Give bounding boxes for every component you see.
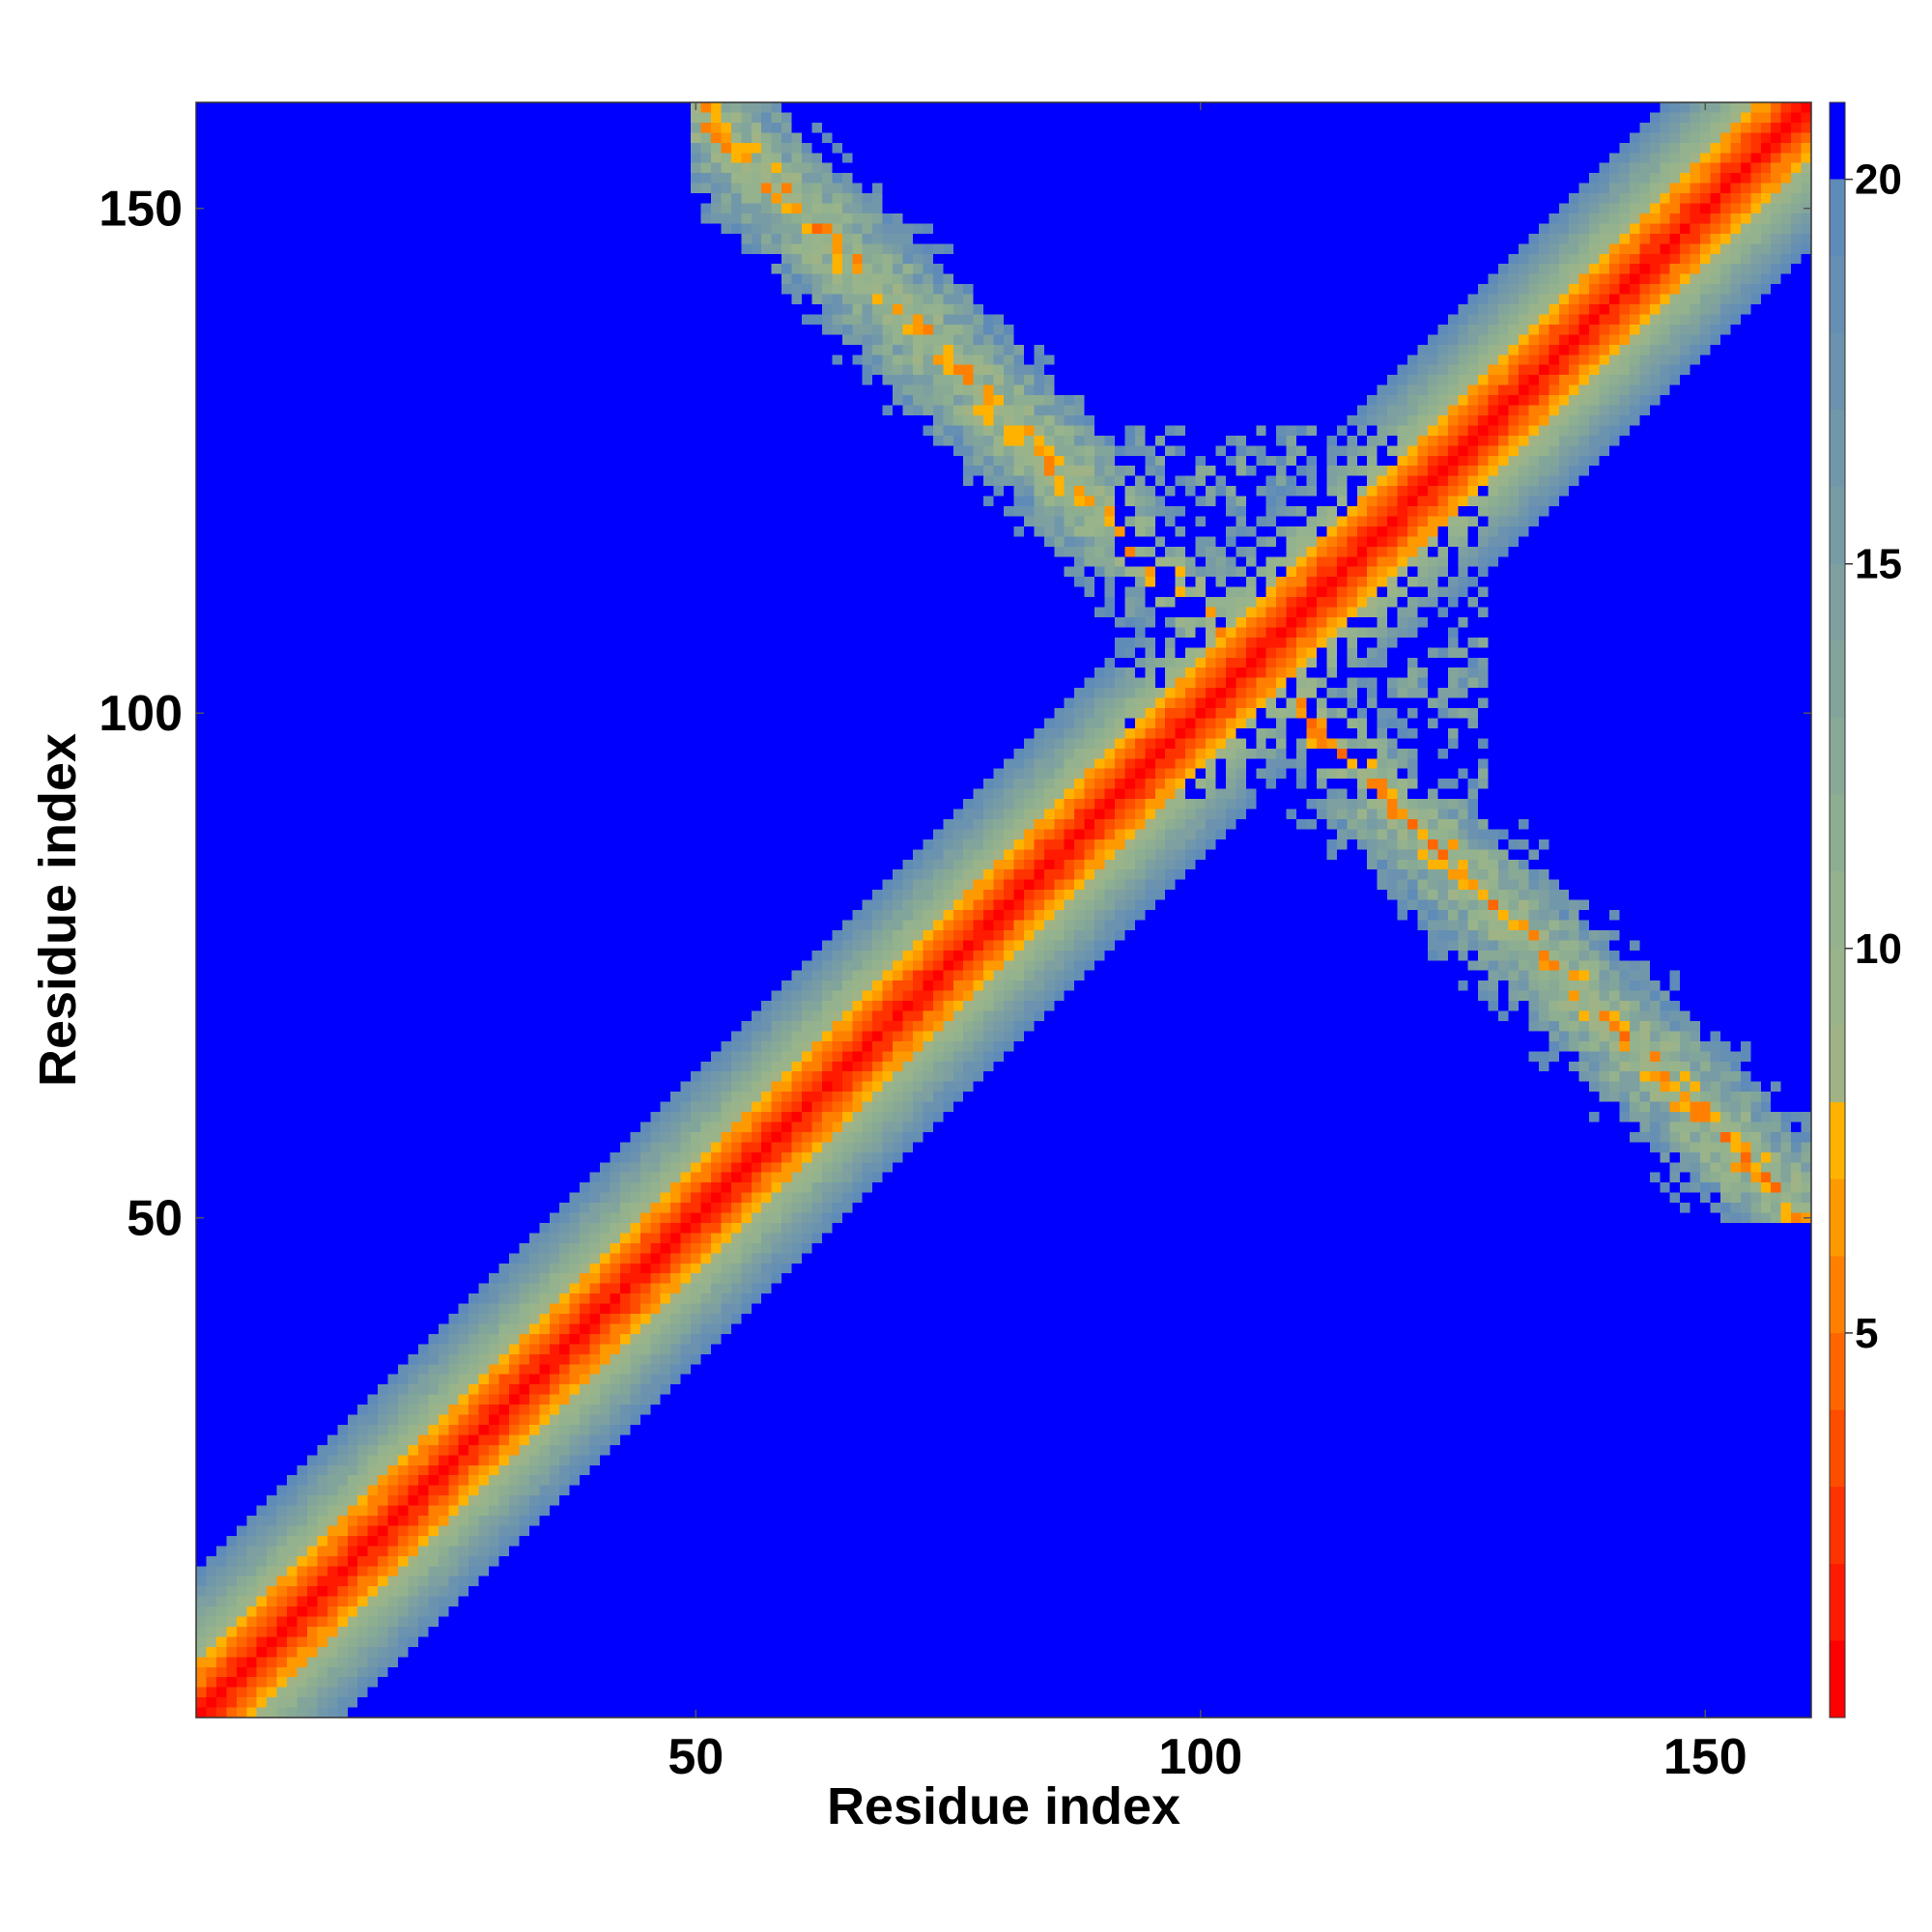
colorbar [1830, 102, 1845, 1718]
colorbar-tick-label: 15 [1855, 541, 1902, 588]
colorbar-tick-label: 10 [1855, 925, 1902, 973]
colorbar-ticks: 5 10 15 20 [1845, 156, 1902, 1357]
colorbar-tick-label: 20 [1855, 156, 1902, 204]
x-tick-label: 150 [1663, 1729, 1747, 1785]
y-tick-label: 100 [99, 686, 183, 742]
x-axis-label: Residue index [827, 1777, 1180, 1835]
plot-frame [195, 101, 1812, 1719]
y-axis-ticks: 50 100 150 [99, 182, 1811, 1247]
y-tick-label: 50 [127, 1191, 183, 1247]
y-axis-label: Residue index [29, 733, 87, 1087]
distance-heatmap [196, 102, 1811, 1718]
x-tick-label: 50 [668, 1729, 724, 1785]
x-axis-ticks: 50 100 150 [668, 102, 1747, 1785]
colorbar-tick-label: 5 [1855, 1310, 1878, 1357]
y-tick-label: 150 [99, 182, 183, 238]
colorbar-frame [1829, 101, 1846, 1719]
x-tick-label: 100 [1158, 1729, 1242, 1785]
